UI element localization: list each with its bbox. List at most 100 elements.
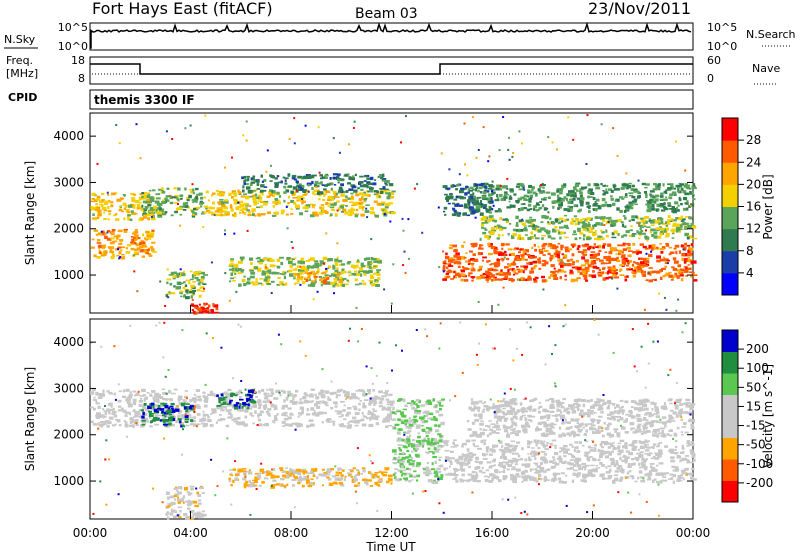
power-cell — [257, 256, 261, 259]
power-cell — [636, 230, 639, 234]
power-cell — [163, 211, 166, 214]
power-cell — [225, 213, 230, 216]
power-cell — [203, 287, 205, 290]
power-cell — [290, 199, 295, 203]
power-cell — [683, 266, 688, 268]
power-cell — [518, 209, 523, 211]
velocity-cell — [667, 478, 673, 480]
power-cell — [573, 230, 577, 234]
velocity-cell — [414, 443, 420, 448]
power-cell — [146, 236, 152, 240]
velocity-cell — [503, 467, 506, 470]
power-cell — [353, 273, 356, 276]
velocity-cell — [245, 397, 251, 401]
power-cell — [297, 274, 301, 277]
velocity-cell — [192, 512, 198, 516]
power-cell — [445, 252, 448, 256]
power-cell — [122, 194, 126, 196]
power-cell — [587, 264, 592, 268]
power-cell — [467, 191, 470, 194]
power-cell — [450, 278, 455, 280]
power-cell — [100, 252, 104, 255]
power-cell — [350, 192, 354, 195]
velocity-cell — [143, 398, 146, 402]
velocity-cell — [396, 479, 400, 482]
power-cell — [667, 187, 673, 190]
power-cell — [523, 207, 527, 210]
power-cell — [520, 207, 524, 211]
velocity-cell — [406, 459, 411, 463]
power-cell — [590, 227, 594, 231]
velocity-cell — [170, 501, 175, 505]
power-cell — [508, 136, 510, 139]
power-cell — [685, 222, 690, 225]
power-cell — [541, 247, 546, 250]
velocity-cell — [394, 413, 398, 416]
power-cell — [493, 229, 497, 232]
power-cell — [361, 206, 365, 209]
power-cell — [644, 220, 648, 224]
power-cell — [266, 211, 271, 215]
power-cell — [304, 206, 309, 210]
power-cell — [556, 199, 562, 203]
power-cell — [479, 191, 483, 194]
velocity-cell — [406, 439, 411, 443]
velocity-cell — [287, 390, 291, 394]
power-cell — [651, 219, 655, 223]
velocity-cell — [336, 394, 341, 397]
power-cell — [628, 250, 633, 252]
velocity-cell — [679, 451, 683, 454]
power-cell — [563, 183, 567, 186]
power-cell — [191, 183, 194, 186]
velocity-cell — [306, 413, 311, 416]
power-cell — [478, 183, 484, 187]
power-cell — [617, 244, 623, 247]
velocity-cell — [392, 462, 398, 465]
velocity-cell — [118, 424, 122, 427]
velocity-cell — [205, 414, 209, 416]
power-cell — [156, 207, 161, 211]
power-cell — [643, 225, 647, 228]
velocity-cell — [348, 424, 352, 427]
power-cell — [579, 219, 583, 222]
power-cell — [633, 261, 636, 264]
power-cell — [448, 265, 454, 267]
power-cell — [301, 202, 304, 205]
power-cell — [231, 196, 234, 199]
velocity-cell — [309, 393, 314, 395]
power-cell — [613, 230, 618, 233]
velocity-cell — [272, 468, 276, 471]
velocity-cell — [238, 405, 241, 409]
power-cell — [377, 258, 380, 261]
velocity-cell — [493, 458, 496, 462]
velocity-cell — [234, 477, 239, 481]
power-cell — [131, 197, 136, 201]
velocity-cell — [647, 453, 651, 457]
velocity-cell — [348, 475, 352, 477]
power-cell — [644, 260, 650, 264]
velocity-cell — [574, 446, 578, 449]
power-cell — [211, 311, 215, 314]
power-cell — [258, 194, 261, 197]
velocity-cell — [282, 425, 286, 427]
velocity-cell — [303, 475, 308, 478]
power-cell — [257, 200, 263, 202]
power-cell — [684, 242, 687, 246]
power-cell — [587, 247, 589, 250]
power-cell — [387, 193, 391, 197]
power-cell — [636, 262, 640, 265]
power-cell — [238, 191, 242, 194]
power-cell — [353, 265, 357, 269]
power-cell — [497, 225, 503, 229]
power-cell — [469, 250, 473, 253]
velocity-cell — [141, 421, 147, 425]
power-cell — [149, 208, 155, 211]
velocity-cell — [298, 401, 304, 405]
power-cell — [192, 213, 195, 216]
power-cell — [560, 244, 564, 248]
velocity-cell — [184, 390, 188, 392]
velocity-cell — [492, 474, 496, 478]
power-cell — [525, 228, 528, 232]
power-cell — [183, 281, 186, 284]
power-cell — [650, 247, 654, 251]
